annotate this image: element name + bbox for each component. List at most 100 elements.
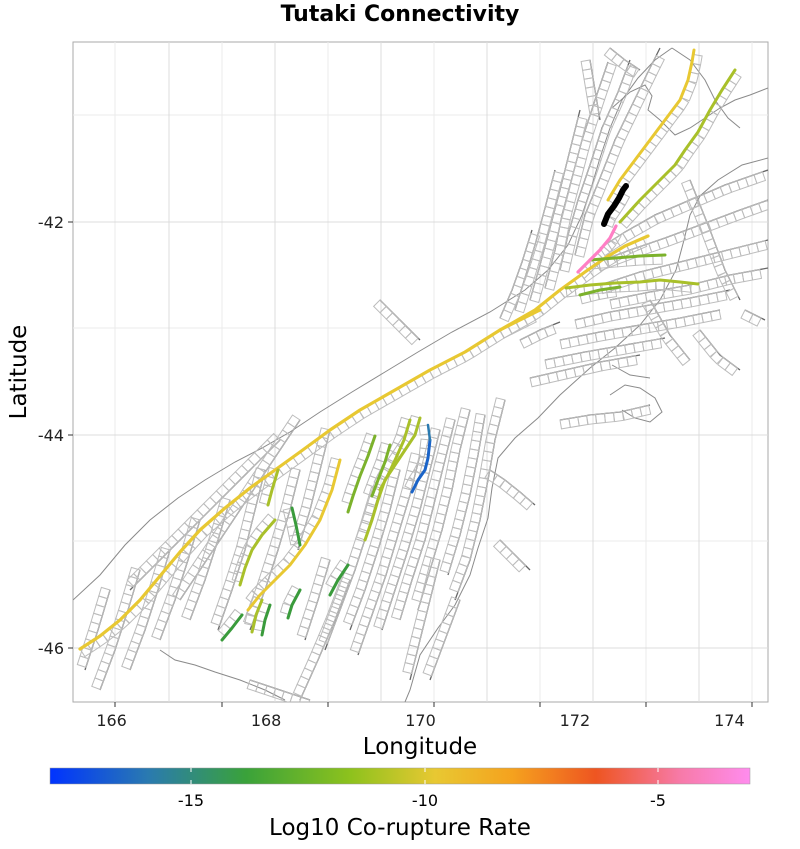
x-tick-label-170: 170 — [405, 711, 436, 730]
fault-alpine-yellow — [78, 234, 650, 651]
rupture-patch — [551, 170, 564, 184]
co-rupture-faults — [78, 48, 737, 651]
rupture-patch — [709, 350, 724, 365]
rupture-patch — [439, 560, 452, 574]
rupture-patch — [512, 558, 527, 573]
rupture-patch — [587, 103, 600, 116]
rupture-patch — [76, 655, 90, 668]
fault-wairau-yellow — [498, 308, 542, 332]
rupture-patch — [390, 607, 404, 621]
chart-title: Tutaki Connectivity — [280, 2, 520, 27]
rupture-patch — [299, 696, 311, 702]
rupture-patch — [755, 240, 768, 253]
rupture-patch — [650, 338, 663, 350]
fault-south-yellowgreen-4 — [238, 518, 277, 587]
fault-south-green-3 — [290, 506, 302, 547]
fault-south-green-5 — [286, 588, 302, 620]
rupture-patch — [625, 63, 640, 78]
fault-clarence-yellowgreen — [618, 68, 737, 224]
rupture-patch — [151, 627, 164, 641]
colorbar — [49, 767, 751, 785]
coastline — [73, 47, 768, 702]
rupture-patch — [748, 313, 762, 327]
rupture-patch — [342, 612, 356, 626]
fault-south-yellowgreen-3 — [266, 468, 280, 507]
rupture-patch — [126, 572, 141, 588]
rupture-patch — [280, 690, 294, 702]
colorbar-tick-label-5: -5 — [650, 791, 666, 810]
rupture-patch — [575, 116, 588, 129]
fault-south-green-4 — [328, 563, 350, 597]
rupture-patch — [713, 263, 727, 277]
y-axis-title: Latitude — [6, 325, 32, 420]
fault-south-green-6 — [220, 613, 244, 642]
rupture-patch — [402, 661, 415, 675]
fault-awatere-yellow — [606, 48, 696, 202]
rupture-patch — [680, 284, 692, 297]
rupture-patch — [604, 62, 617, 75]
rupture-patch — [612, 410, 625, 423]
rupture-patch — [404, 331, 419, 346]
rupture-patch — [659, 330, 674, 345]
rupture-patch — [519, 496, 534, 511]
rupture-patch — [715, 290, 728, 303]
rupture-patch — [91, 677, 104, 691]
rupture-patch — [292, 683, 307, 697]
rupture-patch — [654, 322, 669, 337]
rupture-patch — [349, 640, 363, 654]
rupture-patch — [610, 52, 625, 67]
x-axis-title: Longitude — [363, 734, 477, 760]
rupture-patch — [121, 657, 134, 671]
rupture-patch — [527, 232, 541, 246]
fault-south-green-7 — [260, 603, 272, 637]
rupture-patch — [624, 64, 638, 78]
fault-south-green-2 — [370, 443, 392, 498]
fault-south-yellowgreen-2 — [378, 418, 412, 492]
rupture-patch — [543, 324, 557, 338]
rupture-patch — [181, 607, 194, 621]
rupture-patch — [709, 309, 722, 322]
rupture-patch — [725, 287, 739, 302]
rupture-patch — [318, 630, 332, 644]
y-tick-label-46: -46 — [38, 639, 64, 658]
rupture-patch — [296, 625, 310, 638]
colorbar-tick-label-15: -15 — [178, 791, 204, 810]
rupture-patch — [422, 663, 436, 677]
rupture-patch — [651, 54, 665, 69]
y-tick-label-44: -44 — [38, 426, 64, 445]
fault-south-blue — [410, 438, 432, 494]
fault-kekerengu-green — [578, 285, 622, 297]
rupture-patch — [448, 579, 462, 593]
fault-hope-yellowgreen — [564, 278, 700, 290]
rupture-patch — [724, 362, 739, 377]
fault-south-yellow-3 — [246, 458, 342, 612]
x-tick-label-172: 172 — [560, 711, 591, 730]
fault-south-yellowgreen-5 — [250, 598, 264, 634]
rupture-patch — [172, 586, 186, 601]
rupture-patch — [703, 343, 718, 358]
y-axis-ticks — [68, 221, 73, 649]
x-tick-label-166: 166 — [96, 711, 127, 730]
y-tick-label-42: -42 — [38, 213, 64, 232]
rupture-patch — [757, 199, 768, 213]
x-tick-label-168: 168 — [251, 711, 282, 730]
rupture-patch — [753, 171, 767, 185]
rupture-patch — [750, 268, 763, 281]
fault-south-teal — [426, 423, 432, 442]
x-tick-label-174: 174 — [714, 711, 745, 730]
rupture-patch-outlines — [76, 47, 768, 702]
colorbar-ticks — [190, 768, 659, 784]
rupture-patch — [210, 613, 224, 627]
colorbar-title: Log10 Co-rupture Rate — [269, 815, 531, 841]
fault-tutaki-black — [601, 183, 629, 227]
fault-pink-segment — [576, 224, 618, 274]
rupture-patch — [289, 693, 302, 702]
colorbar-tick-label-10: -10 — [412, 791, 438, 810]
rupture-patch — [676, 352, 691, 367]
rupture-patch — [626, 355, 638, 367]
rupture-patch — [373, 616, 386, 630]
rupture-patch — [639, 404, 652, 417]
fault-jordan-green — [588, 253, 667, 262]
fault-south-green-1 — [346, 434, 377, 514]
